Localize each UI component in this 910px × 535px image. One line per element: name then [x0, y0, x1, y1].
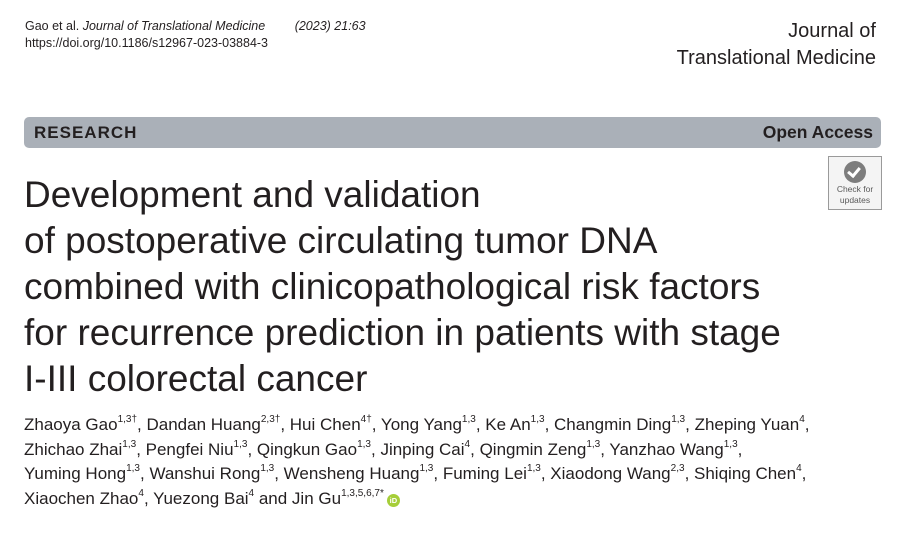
author-affiliation: 1,3 — [419, 463, 434, 475]
author-separator: , — [136, 439, 146, 459]
author-separator: and — [254, 488, 292, 508]
citation-year-volume: (2023) 21:63 — [294, 19, 366, 33]
author-affiliation: 4 — [796, 463, 802, 475]
author-name[interactable]: Fuming Lei — [442, 464, 527, 483]
citation-journal: Journal of Translational Medicine — [82, 19, 266, 33]
author-name[interactable]: Xiaodong Wang — [550, 464, 671, 483]
journal-name-line1: Journal of — [788, 20, 876, 42]
checkmark-icon — [844, 161, 866, 183]
author-line: Yuming Hong1,3, Wanshui Rong1,3, Wenshen… — [24, 462, 884, 487]
author-name[interactable]: Changmin Ding — [554, 415, 672, 434]
check-updates-line1: Check for — [836, 184, 874, 194]
open-access-label: Open Access — [762, 122, 873, 142]
author-affiliation: 4 — [799, 414, 805, 426]
title-line: I-III colorectal cancer — [24, 358, 368, 399]
citation-block: Gao et al. Journal of Translational Medi… — [25, 18, 366, 52]
author-separator: , — [470, 439, 480, 459]
author-separator: , — [544, 415, 555, 434]
author-affiliation: 1,3 — [126, 463, 140, 475]
author-separator: , — [137, 415, 147, 434]
author-affiliation: 4† — [360, 414, 372, 426]
author-name[interactable]: Yuezong Bai — [153, 488, 249, 508]
author-separator: , — [280, 415, 290, 434]
author-name[interactable]: Yanzhao Wang — [609, 439, 724, 459]
author-name[interactable]: Jinping Cai — [380, 439, 465, 459]
check-updates-line2: updates — [839, 195, 871, 205]
journal-name-line2: Translational Medicine — [676, 47, 876, 69]
author-name[interactable]: Zheping Yuan — [694, 415, 800, 434]
author-affiliation: 2,3† — [260, 414, 281, 426]
author-name[interactable]: Qingmin Zeng — [479, 439, 587, 459]
author-name[interactable]: Xiaochen Zhao — [24, 488, 139, 508]
author-line: Zhaoya Gao1,3†, Dandan Huang2,3†, Hui Ch… — [24, 413, 884, 438]
author-name[interactable]: Jin Gu — [291, 488, 342, 508]
author-affiliation: 4 — [138, 487, 144, 499]
title-line: for recurrence prediction in patients wi… — [24, 312, 781, 353]
author-affiliation: 1,3 — [526, 463, 541, 475]
author-name[interactable]: Ke An — [485, 415, 531, 434]
author-separator: , — [600, 439, 610, 459]
author-separator: , — [540, 464, 551, 483]
author-affiliation: 1,3 — [671, 414, 686, 426]
author-affiliation: 4 — [248, 487, 255, 499]
author-name[interactable]: Wensheng Huang — [283, 464, 420, 483]
author-separator: , — [801, 464, 807, 483]
author-affiliation: 1,3 — [122, 438, 137, 450]
author-separator: , — [143, 488, 154, 508]
article-type-banner: RESEARCH Open Access — [24, 117, 881, 148]
author-separator: , — [274, 464, 284, 483]
orcid-icon[interactable]: iD — [386, 493, 400, 507]
author-affiliation: 1,3 — [723, 438, 738, 450]
author-affiliation: 1,3 — [530, 414, 545, 426]
author-affiliation: 1,3,5,6,7* — [341, 487, 384, 499]
title-line: of postoperative circulating tumor DNA — [24, 220, 658, 261]
author-separator: , — [139, 464, 150, 483]
author-list: Zhaoya Gao1,3†, Dandan Huang2,3†, Hui Ch… — [24, 413, 884, 511]
author-name[interactable]: Pengfei Niu — [145, 439, 234, 459]
author-separator: , — [247, 439, 257, 459]
author-line: Xiaochen Zhao4, Yuezong Bai4 and Jin Gu1… — [24, 487, 884, 512]
journal-logo: Journal of Translational Medicine — [677, 18, 876, 72]
author-separator: , — [371, 415, 381, 434]
author-name[interactable]: Dandan Huang — [146, 415, 261, 434]
article-type-label: RESEARCH — [34, 123, 138, 142]
author-line: Zhichao Zhai1,3, Pengfei Niu1,3, Qingkun… — [24, 438, 884, 463]
author-name[interactable]: Zhaoya Gao — [24, 415, 118, 434]
article-title: Development and validation of postoperat… — [24, 172, 874, 402]
author-separator: , — [433, 464, 443, 483]
author-affiliation: 2,3 — [670, 463, 685, 475]
title-line: combined with clinicopathological risk f… — [24, 266, 761, 307]
author-name[interactable]: Yuming Hong — [24, 464, 127, 483]
author-affiliation: 1,3 — [233, 438, 248, 450]
author-affiliation: 1,3 — [357, 438, 371, 450]
author-name[interactable]: Hui Chen — [289, 415, 361, 434]
author-affiliation: 1,3 — [586, 438, 601, 450]
author-affiliation: 1,3 — [260, 463, 275, 475]
author-name[interactable]: Zhichao Zhai — [24, 439, 123, 459]
author-name[interactable]: Yong Yang — [380, 415, 462, 434]
author-separator: , — [684, 464, 695, 483]
author-affiliation: 4 — [464, 438, 471, 450]
citation-authors: Gao et al. — [25, 19, 80, 33]
author-separator: , — [370, 439, 381, 459]
author-separator: , — [737, 439, 743, 459]
author-name[interactable]: Qingkun Gao — [256, 439, 358, 459]
author-name[interactable]: Wanshui Rong — [149, 464, 261, 483]
title-line: Development and validation — [24, 174, 481, 215]
doi-link[interactable]: https://doi.org/10.1186/s12967-023-03884… — [25, 36, 269, 50]
author-separator: , — [804, 415, 810, 434]
author-affiliation: 1,3† — [117, 414, 138, 426]
author-separator: , — [685, 415, 695, 434]
check-for-updates-badge[interactable]: Check for updates — [828, 156, 882, 210]
author-name[interactable]: Shiqing Chen — [694, 464, 797, 483]
author-affiliation: 1,3 — [461, 414, 476, 426]
author-separator: , — [475, 415, 486, 434]
citation-line: Gao et al. Journal of Translational Medi… — [25, 18, 366, 35]
